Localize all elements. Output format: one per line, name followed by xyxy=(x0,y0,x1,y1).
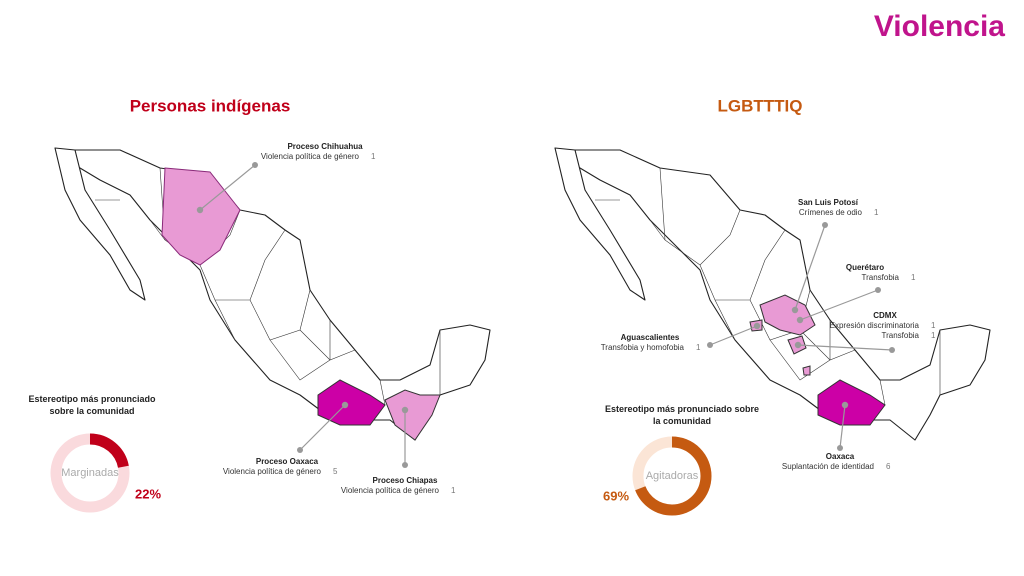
annotation-count: 1 xyxy=(696,343,701,352)
donut-label: Agitadoras xyxy=(646,470,699,482)
annotation-title: Proceso Oaxaca xyxy=(256,457,319,466)
annotation-label: Transfobia xyxy=(862,273,900,282)
region xyxy=(817,379,886,426)
region xyxy=(802,365,811,376)
connector xyxy=(199,164,256,211)
annotation-label: Transfobia y homofobia xyxy=(601,343,685,352)
annotation-count: 1 xyxy=(931,331,936,340)
connector-dot xyxy=(794,341,802,349)
connector-dot xyxy=(841,401,849,409)
annotation-count: 1 xyxy=(931,321,936,330)
connector xyxy=(799,289,879,321)
annotation-title: Querétaro xyxy=(846,263,884,272)
connector xyxy=(299,404,346,451)
annotation-label: Transfobia xyxy=(882,331,920,340)
connector-dot xyxy=(402,462,408,468)
connector xyxy=(794,224,826,311)
connector xyxy=(839,404,846,449)
connector-dot xyxy=(401,406,409,414)
annotation-count: 6 xyxy=(886,462,891,471)
map xyxy=(554,147,991,441)
panel-heading: LGBTTTIQ xyxy=(718,96,803,115)
annotation-label: Expresión discriminatoria xyxy=(830,321,920,330)
connector-dot xyxy=(837,445,843,451)
region xyxy=(759,294,816,336)
connector-dot xyxy=(796,316,804,324)
annotation-label: Violencia política de género xyxy=(223,467,322,476)
region xyxy=(161,167,241,266)
annotation-title: Proceso Chihuahua xyxy=(287,142,363,151)
annotation-title: Aguascalientes xyxy=(621,333,680,342)
connector-dot xyxy=(297,447,303,453)
region xyxy=(317,379,386,426)
connector xyxy=(797,344,893,351)
connector-dot xyxy=(196,206,204,214)
annotation-label: Crímenes de odio xyxy=(799,208,863,217)
connector-dot xyxy=(791,306,799,314)
connector-dot xyxy=(252,162,258,168)
donut-arc xyxy=(50,433,130,513)
annotation-count: 1 xyxy=(874,208,879,217)
annotation-count: 1 xyxy=(371,152,376,161)
donut-label: Marginadas xyxy=(61,467,119,479)
stereotype-title: Estereotipo más pronunciado sobre la comu… xyxy=(28,394,156,416)
donut-arc xyxy=(632,436,712,516)
connector-dot xyxy=(875,287,881,293)
donut-percent: 22% xyxy=(135,486,161,501)
annotation-title: CDMX xyxy=(873,311,897,320)
panel-heading: Personas indígenas xyxy=(130,96,291,115)
annotation-count: 5 xyxy=(333,467,338,476)
connector-dot xyxy=(707,342,713,348)
connector xyxy=(709,325,758,346)
annotation-title: Proceso Chiapas xyxy=(373,476,438,485)
annotation-count: 1 xyxy=(911,273,916,282)
connector-dot xyxy=(889,347,895,353)
slide-title: Violencia xyxy=(874,10,1005,43)
annotation-title: San Luis Potosí xyxy=(798,198,859,207)
annotation-title: Oaxaca xyxy=(826,452,855,461)
annotation-label: Violencia política de género xyxy=(261,152,360,161)
connector-dot xyxy=(341,401,349,409)
annotation-label: Suplantación de identidad xyxy=(782,462,874,471)
annotation-count: 1 xyxy=(451,486,456,495)
donut-percent: 69% xyxy=(603,488,629,503)
connector-dot xyxy=(753,322,761,330)
annotation-label: Violencia política de género xyxy=(341,486,440,495)
connector-dot xyxy=(822,222,828,228)
region xyxy=(384,389,441,441)
stereotype-title: Estereotipo más pronunciado sobre la comu… xyxy=(605,404,759,426)
